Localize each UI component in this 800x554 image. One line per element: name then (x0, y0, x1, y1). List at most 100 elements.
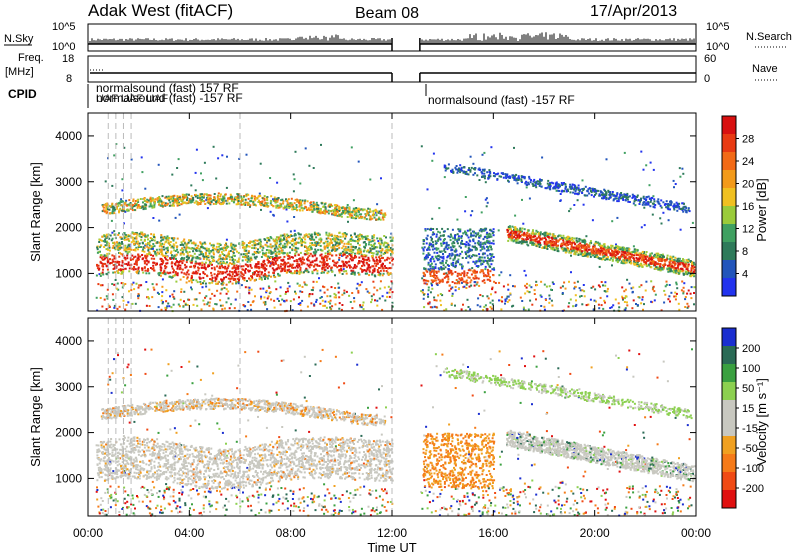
evening-band-echo (670, 266, 673, 269)
scatter-echo (225, 238, 228, 241)
upper-arc-echo (202, 196, 205, 199)
main-band-echo (198, 263, 201, 266)
main-band-echo (291, 263, 294, 266)
scatter-echo (659, 217, 662, 220)
noise-echo (153, 288, 156, 291)
main-band-echo (157, 272, 160, 275)
upper-arc-echo (275, 198, 278, 201)
main-band-echo (188, 280, 191, 283)
main-band-echo (261, 245, 264, 248)
upper-arc-echo (167, 197, 170, 200)
main-band-echo (320, 256, 323, 259)
main-band-echo (171, 237, 173, 240)
main-band-echo (326, 244, 328, 247)
main-band-echo (347, 240, 350, 243)
main-band-echo (217, 280, 220, 283)
scatter-echo (161, 278, 164, 281)
main-band-echo (225, 270, 228, 273)
nsky-tick-bottom: 10^0 (52, 41, 76, 53)
upper-arc-echo (197, 203, 200, 206)
noise-echo (106, 288, 109, 291)
main-band-echo (126, 245, 129, 248)
main-band-echo (348, 264, 351, 267)
scatter-echo (108, 246, 111, 249)
main-band-echo (186, 242, 189, 245)
evening-band-echo (561, 248, 564, 251)
upper-arc-echo (336, 210, 338, 213)
evening-band-echo (626, 254, 629, 257)
main-band-echo (307, 246, 310, 249)
evening-band-echo (662, 257, 665, 260)
scatter-echo (426, 188, 429, 191)
main-band-echo (233, 275, 236, 278)
noise-echo (422, 297, 425, 300)
upper-arc-echo (253, 203, 256, 206)
main-band-echo (162, 254, 165, 257)
main-band-echo (181, 251, 184, 254)
evening-band-echo (610, 244, 613, 247)
noise-echo (463, 285, 466, 288)
noise-echo (540, 305, 543, 307)
main-band-echo (141, 254, 144, 256)
scatter-echo (245, 153, 248, 156)
noise-echo (606, 295, 609, 298)
scatter-echo (585, 235, 588, 238)
main-band-echo (176, 260, 179, 263)
upper-arc-echo (105, 207, 108, 210)
upper-arc-echo (381, 216, 384, 219)
upper-arc-echo (183, 195, 186, 198)
evening-band-echo (605, 251, 608, 254)
evening-band-echo (513, 229, 515, 231)
main-band-echo (212, 251, 215, 254)
main-band-echo (339, 239, 342, 242)
main-band-echo (215, 277, 218, 280)
main-band-echo (273, 275, 276, 278)
main-band-echo (231, 259, 234, 262)
noise-echo (156, 291, 159, 294)
evening-band-echo (684, 264, 687, 267)
evening-band-echo (678, 257, 681, 260)
evening-band-echo (551, 248, 554, 251)
evening-band-echo (630, 259, 633, 262)
main-band-echo (241, 268, 244, 271)
main-band-echo (243, 277, 246, 280)
main-band-echo (141, 258, 144, 261)
upper-arc-echo (311, 210, 314, 213)
evening-band-echo (531, 242, 534, 245)
noise-echo (213, 294, 216, 297)
noise-echo (569, 298, 572, 301)
main-band-echo (116, 261, 119, 264)
noise-echo (244, 286, 247, 289)
main-band-echo (313, 259, 316, 262)
main-band-echo (141, 269, 144, 272)
upper-arc-echo (151, 206, 154, 209)
main-band-echo (173, 274, 176, 277)
noise-echo (137, 286, 140, 289)
main-band-echo (120, 269, 123, 272)
upper-arc-echo (298, 205, 301, 208)
main-band-echo (121, 271, 123, 273)
main-band-echo (246, 264, 249, 267)
upper-arc-echo (263, 204, 266, 207)
noise-echo (246, 309, 249, 312)
upper-arc-echo (369, 210, 372, 213)
main-band-echo (304, 245, 307, 248)
noise-echo (362, 301, 365, 304)
noise-echo (221, 283, 224, 286)
main-band-echo (349, 253, 352, 256)
upper-arc-echo (324, 206, 327, 209)
main-band-echo (333, 234, 336, 237)
main-band-echo (272, 258, 274, 260)
main-band-echo (133, 256, 135, 259)
evening-band-echo (686, 268, 689, 270)
scatter-echo (261, 249, 264, 252)
main-band-echo (133, 233, 136, 236)
main-band-echo (257, 243, 260, 246)
noise-echo (451, 295, 454, 297)
main-band-echo (244, 258, 247, 261)
main-band-echo (322, 257, 325, 260)
upper-arc-echo (157, 200, 160, 203)
main-band-echo (211, 249, 214, 252)
evening-band-echo (594, 240, 597, 243)
upper-arc-echo (209, 194, 212, 197)
